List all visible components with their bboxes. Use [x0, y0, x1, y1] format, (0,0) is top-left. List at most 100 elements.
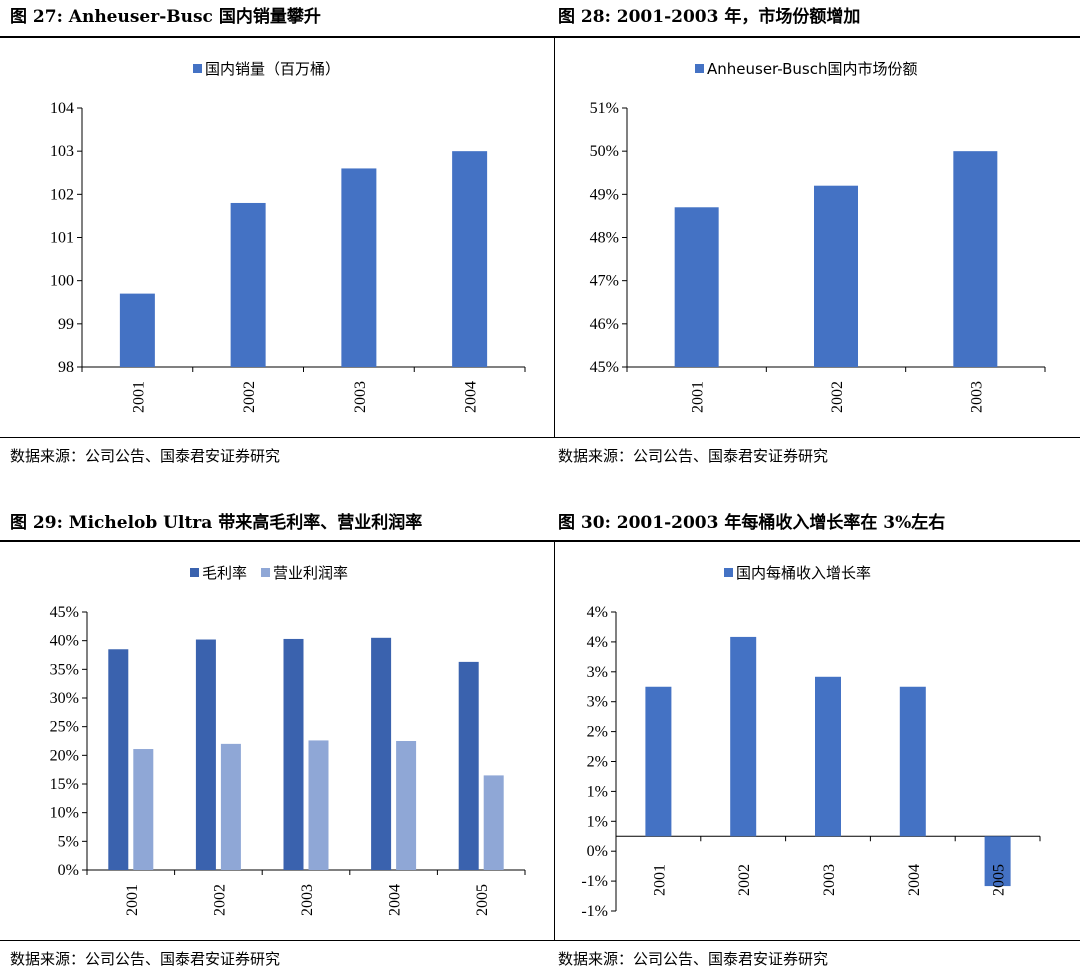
bar — [645, 686, 672, 837]
y-tick-label: 46% — [590, 316, 619, 333]
y-tick-label: 30% — [50, 690, 79, 707]
chart-0: 国内销量（百万桶） 98 99 100 101 102 103 104 2001 2002 2003… — [50, 60, 526, 413]
y-tick-label: 2% — [587, 724, 608, 741]
chart-source: 数据来源：公司公告、国泰君安证券研究 — [558, 447, 829, 465]
divider — [0, 437, 1080, 438]
y-tick-label: 4% — [587, 634, 608, 651]
y-tick-label: 101 — [50, 230, 74, 247]
x-tick-label: 2003 — [968, 381, 985, 413]
bar — [452, 151, 488, 367]
y-tick-label: 48% — [590, 230, 619, 247]
x-tick-label: 2002 — [829, 381, 846, 413]
divider — [554, 540, 555, 941]
chart-title: 图 28: 2001-2003 年，市场份额增加 — [558, 7, 861, 27]
y-tick-label: 98 — [58, 359, 74, 376]
y-tick-label: 49% — [590, 186, 619, 203]
y-tick-label: 104 — [50, 100, 74, 117]
y-tick-label: -1% — [581, 873, 608, 890]
y-tick-label: 3% — [587, 694, 608, 711]
bar — [195, 639, 216, 870]
divider — [0, 36, 1080, 38]
bar — [815, 676, 841, 837]
bar — [953, 151, 998, 367]
bar — [220, 743, 241, 870]
legend-swatch — [724, 568, 733, 577]
bar — [814, 185, 858, 367]
y-tick-label: 20% — [50, 747, 79, 764]
legend-label: Anheuser-Busch国内市场份额 — [707, 60, 918, 78]
x-tick-label: 2001 — [124, 884, 141, 916]
chart-title: 图 29: Michelob Ultra 带来高毛利率、营业利润率 — [10, 513, 423, 533]
y-tick-label: 1% — [587, 813, 608, 830]
bar — [984, 836, 1011, 887]
bar — [396, 741, 417, 870]
y-tick-label: 10% — [50, 805, 79, 822]
chart-1: Anheuser-Busch国内市场份额 45% 46% 47% 48% 49% 50% 51… — [590, 60, 1046, 413]
x-tick-label: 2001 — [651, 864, 668, 896]
x-tick-label: 2003 — [821, 864, 838, 896]
bar — [341, 168, 377, 367]
bar — [308, 740, 329, 870]
bar — [899, 686, 926, 837]
x-tick-label: 2004 — [906, 864, 923, 896]
legend-label: 毛利率 — [202, 564, 247, 582]
bar — [674, 207, 719, 367]
x-tick-label: 2002 — [241, 381, 258, 413]
y-tick-label: 4% — [587, 604, 608, 621]
legend-label: 国内销量（百万桶） — [205, 60, 340, 78]
y-tick-label: 50% — [590, 143, 619, 160]
y-tick-label: 103 — [50, 143, 74, 160]
divider — [0, 540, 1080, 542]
chart-source: 数据来源：公司公告、国泰君安证券研究 — [10, 447, 281, 465]
y-tick-label: 5% — [58, 833, 79, 850]
y-tick-label: 102 — [50, 186, 74, 203]
legend-swatch — [695, 64, 704, 73]
x-tick-label: 2004 — [387, 884, 404, 916]
chart-title: 图 30: 2001-2003 年每桶收入增长率在 3%左右 — [558, 513, 946, 533]
legend-label: 国内每桶收入增长率 — [736, 564, 871, 582]
bar — [483, 775, 504, 870]
legend-label: 营业利润率 — [273, 564, 348, 582]
chart-2: 毛利率 营业利润率 0% 5% 10% 15% 20% 25% 30% 35% 40% 45% 2001… — [50, 564, 526, 916]
y-tick-label: 47% — [590, 273, 619, 290]
bar — [119, 293, 155, 367]
y-tick-label: 40% — [50, 633, 79, 650]
x-tick-label: 2001 — [690, 381, 707, 413]
divider — [554, 36, 555, 438]
y-tick-label: 45% — [50, 604, 79, 621]
chart-source: 数据来源：公司公告、国泰君安证券研究 — [558, 950, 829, 968]
bar — [283, 638, 304, 870]
x-tick-label: 2002 — [211, 884, 228, 916]
chart-3: 国内每桶收入增长率 -1% -1% 0% 1% 1% 2% 2% 3% 3% 4% 4% 2001 200… — [581, 564, 1041, 920]
y-tick-label: 3% — [587, 664, 608, 681]
bar — [730, 636, 757, 837]
bar — [371, 637, 392, 870]
y-tick-label: 35% — [50, 661, 79, 678]
y-tick-label: -1% — [581, 903, 608, 920]
y-tick-label: 0% — [58, 862, 79, 879]
x-tick-label: 2004 — [463, 381, 480, 413]
x-tick-label: 2005 — [991, 864, 1008, 896]
chart-title: 图 27: Anheuser-Busc 国内销量攀升 — [10, 7, 321, 27]
y-tick-label: 1% — [587, 783, 608, 800]
x-tick-label: 2003 — [352, 381, 369, 413]
legend-swatch — [193, 64, 202, 73]
y-tick-label: 99 — [58, 316, 74, 333]
y-tick-label: 25% — [50, 719, 79, 736]
chart-source: 数据来源：公司公告、国泰君安证券研究 — [10, 950, 281, 968]
bar — [133, 749, 154, 870]
y-tick-label: 0% — [587, 843, 608, 860]
x-tick-label: 2003 — [299, 884, 316, 916]
y-tick-label: 2% — [587, 754, 608, 771]
y-tick-label: 100 — [50, 273, 74, 290]
y-tick-label: 15% — [50, 776, 79, 793]
x-tick-label: 2005 — [474, 884, 491, 916]
divider — [0, 940, 1080, 941]
legend-swatch — [261, 568, 271, 577]
bar — [108, 649, 129, 870]
legend-swatch — [190, 568, 199, 577]
bar — [230, 202, 266, 367]
bar — [458, 661, 479, 870]
x-tick-label: 2001 — [130, 381, 147, 413]
